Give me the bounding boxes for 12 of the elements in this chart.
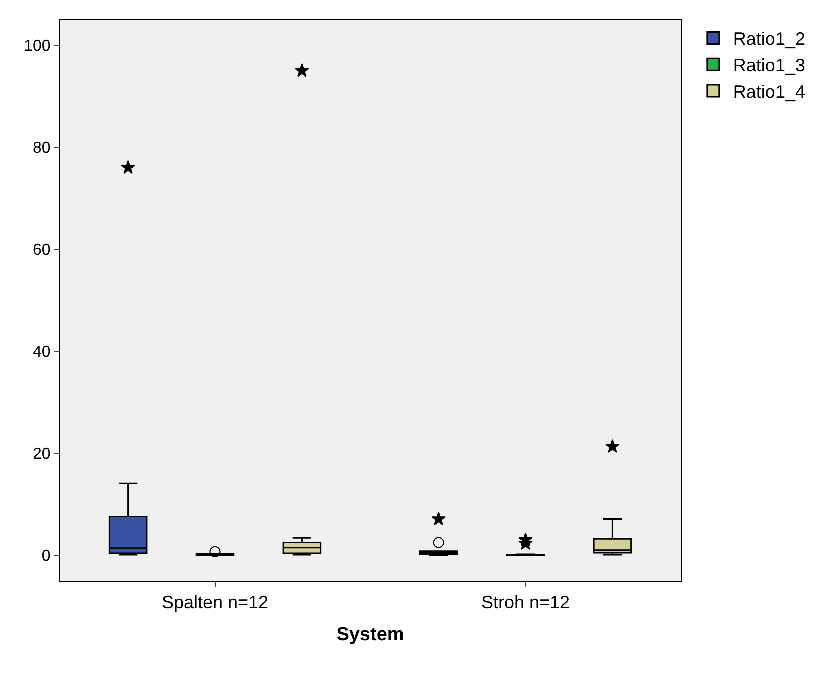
- legend-label: Ratio1_2: [733, 29, 806, 50]
- y-tick-label: 20: [33, 446, 51, 464]
- y-tick-label: 100: [24, 38, 51, 56]
- legend-label: Ratio1_4: [733, 82, 806, 102]
- y-tick-label: 40: [33, 344, 51, 362]
- y-tick-label: 0: [42, 548, 51, 566]
- x-axis-title: System: [336, 624, 404, 646]
- x-tick-label: Spalten n=12: [162, 592, 269, 613]
- legend-label: Ratio1_3: [733, 56, 806, 76]
- y-tick-label: 80: [33, 140, 51, 158]
- x-tick-label: Stroh n=12: [481, 592, 570, 613]
- y-tick-label: 60: [33, 242, 51, 260]
